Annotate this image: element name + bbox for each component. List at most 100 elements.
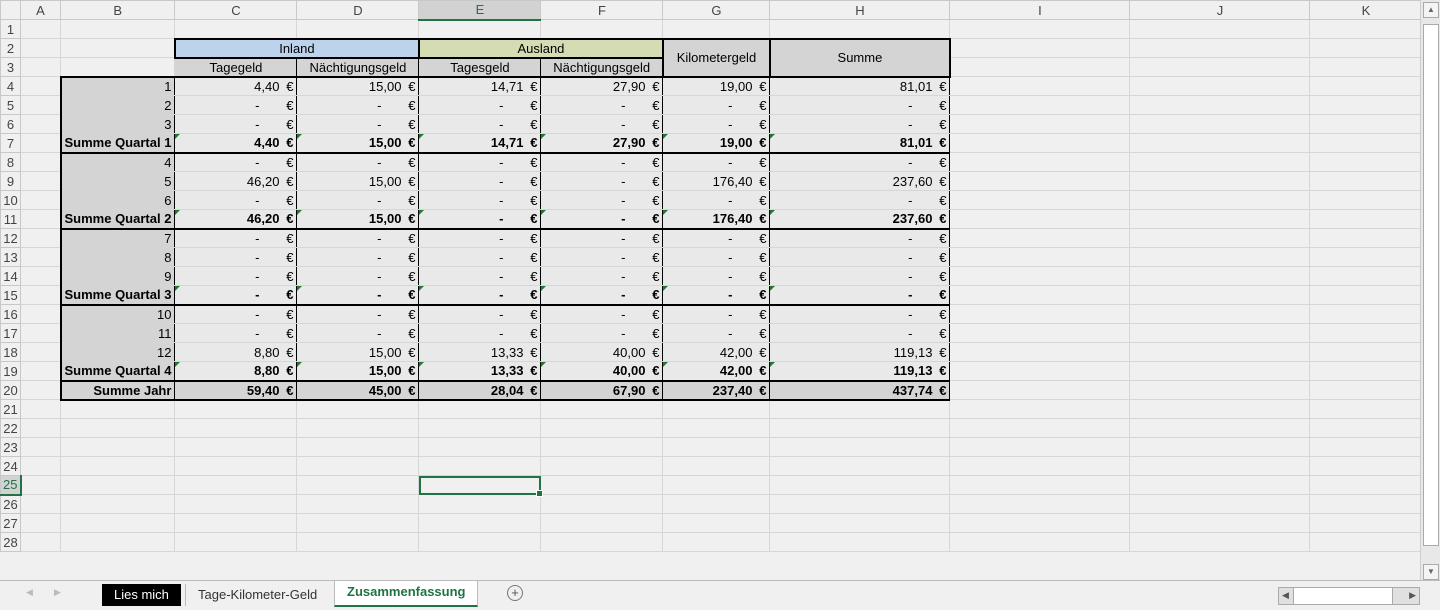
cell-K10[interactable]	[1309, 190, 1423, 210]
cell-J18[interactable]	[1129, 342, 1311, 362]
cell-K5[interactable]	[1309, 95, 1423, 115]
cell-B3[interactable]	[59, 57, 176, 77]
cell-A6[interactable]	[20, 114, 61, 134]
amount-cell[interactable]: 8,80 €	[174, 342, 298, 362]
amount-cell[interactable]: 27,90 €	[540, 133, 664, 154]
cell-I28[interactable]	[949, 532, 1131, 552]
amount-cell[interactable]: 59,40 €	[174, 379, 298, 401]
cell-J21[interactable]	[1129, 399, 1311, 419]
amount-cell[interactable]: - €	[662, 227, 771, 248]
cell-K27[interactable]	[1309, 513, 1423, 533]
amount-cell[interactable]: - €	[174, 266, 298, 286]
amount-cell[interactable]: 15,00 €	[296, 342, 420, 362]
cell-F26[interactable]	[540, 494, 664, 514]
cell-K22[interactable]	[1309, 418, 1423, 438]
cell-K8[interactable]	[1309, 152, 1423, 172]
amount-cell[interactable]: 176,40 €	[662, 171, 771, 191]
amount-cell[interactable]: - €	[662, 266, 771, 286]
cell-H22[interactable]	[769, 418, 951, 438]
cell-D26[interactable]	[296, 494, 420, 514]
amount-cell[interactable]: 13,33 €	[418, 342, 542, 362]
amount-cell[interactable]: 15,00 €	[296, 75, 420, 96]
column-header-a[interactable]: A	[20, 0, 61, 20]
amount-cell[interactable]: - €	[296, 285, 420, 306]
amount-cell[interactable]: - €	[662, 190, 771, 210]
amount-cell[interactable]: 42,00 €	[662, 342, 771, 362]
amount-cell[interactable]: - €	[418, 95, 542, 115]
cell-I13[interactable]	[949, 247, 1131, 267]
amount-cell[interactable]: - €	[540, 190, 664, 210]
amount-cell[interactable]: - €	[174, 114, 298, 134]
horizontal-scrollbar[interactable]: ◀ ▶	[1278, 587, 1420, 605]
cell-E27[interactable]	[418, 513, 542, 533]
scroll-up-button[interactable]: ▲	[1423, 2, 1439, 18]
amount-cell[interactable]: - €	[769, 247, 951, 267]
cell-K28[interactable]	[1309, 532, 1423, 552]
cell-A12[interactable]	[20, 228, 61, 248]
amount-cell[interactable]: - €	[769, 266, 951, 286]
amount-cell[interactable]: - €	[418, 323, 542, 343]
amount-cell[interactable]: 19,00 €	[662, 133, 771, 154]
amount-cell[interactable]: - €	[174, 151, 298, 172]
cell-G22[interactable]	[662, 418, 771, 438]
cell-B25[interactable]	[59, 475, 176, 495]
amount-cell[interactable]: 46,20 €	[174, 209, 298, 230]
amount-cell[interactable]: 8,80 €	[174, 361, 298, 382]
cell-J27[interactable]	[1129, 513, 1311, 533]
cell-E28[interactable]	[418, 532, 542, 552]
cell-I26[interactable]	[949, 494, 1131, 514]
cell-B26[interactable]	[59, 494, 176, 514]
cell-J19[interactable]	[1129, 361, 1311, 381]
cell-F21[interactable]	[540, 399, 664, 419]
cell-G26[interactable]	[662, 494, 771, 514]
amount-cell[interactable]: - €	[540, 285, 664, 306]
cell-B23[interactable]	[59, 437, 176, 457]
column-header-e[interactable]: E	[418, 0, 542, 21]
cell-D23[interactable]	[296, 437, 420, 457]
cell-B21[interactable]	[59, 399, 176, 419]
amount-cell[interactable]: - €	[174, 247, 298, 267]
cell-J12[interactable]	[1129, 228, 1311, 248]
cell-G21[interactable]	[662, 399, 771, 419]
amount-cell[interactable]: 19,00 €	[662, 75, 771, 96]
amount-cell[interactable]: - €	[540, 151, 664, 172]
amount-cell[interactable]: - €	[296, 95, 420, 115]
spreadsheet-grid[interactable]: A B C D E F G H I J K 1 2 Inland Ausland Kilometergeld S…	[0, 0, 1423, 552]
amount-cell[interactable]: - €	[418, 285, 542, 306]
row-header[interactable]: 22	[0, 418, 21, 438]
cell-K26[interactable]	[1309, 494, 1423, 514]
amount-cell[interactable]: 46,20 €	[174, 171, 298, 191]
column-header-c[interactable]: C	[174, 0, 298, 20]
cell-F1[interactable]	[540, 19, 664, 39]
amount-cell[interactable]: - €	[540, 114, 664, 134]
cell-H21[interactable]	[769, 399, 951, 419]
amount-cell[interactable]: 81,01 €	[769, 75, 951, 96]
cell-I12[interactable]	[949, 228, 1131, 248]
cell-K18[interactable]	[1309, 342, 1423, 362]
row-header[interactable]: 9	[0, 171, 21, 191]
row-header[interactable]: 1	[0, 19, 21, 39]
amount-cell[interactable]: - €	[418, 190, 542, 210]
amount-cell[interactable]: - €	[769, 151, 951, 172]
cell-J7[interactable]	[1129, 133, 1311, 153]
row-header[interactable]: 10	[0, 190, 21, 210]
cell-D1[interactable]	[296, 19, 420, 39]
row-header[interactable]: 3	[0, 57, 21, 77]
cell-J9[interactable]	[1129, 171, 1311, 191]
amount-cell[interactable]: - €	[418, 171, 542, 191]
cell-K16[interactable]	[1309, 304, 1423, 324]
amount-cell[interactable]: - €	[540, 266, 664, 286]
cell-H23[interactable]	[769, 437, 951, 457]
amount-cell[interactable]: - €	[418, 151, 542, 172]
row-header[interactable]: 19	[0, 361, 21, 381]
amount-cell[interactable]: - €	[418, 266, 542, 286]
row-header[interactable]: 8	[0, 152, 21, 172]
cell-A17[interactable]	[20, 323, 61, 343]
amount-cell[interactable]: - €	[174, 227, 298, 248]
amount-cell[interactable]: 67,90 €	[540, 379, 664, 401]
amount-cell[interactable]: - €	[540, 303, 664, 324]
cell-I11[interactable]	[949, 209, 1131, 229]
cell-G28[interactable]	[662, 532, 771, 552]
amount-cell[interactable]: - €	[769, 190, 951, 210]
row-header[interactable]: 4	[0, 76, 21, 96]
